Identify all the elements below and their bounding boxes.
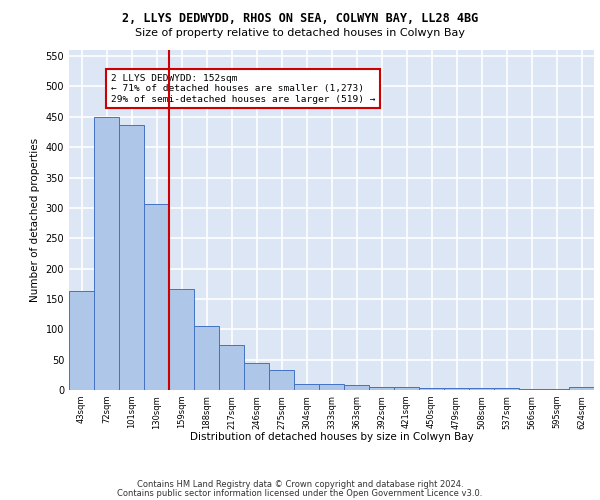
Bar	[394, 387, 419, 390]
Bar	[294, 384, 319, 390]
Bar	[519, 389, 544, 390]
Bar	[269, 370, 294, 390]
Text: Size of property relative to detached houses in Colwyn Bay: Size of property relative to detached ho…	[135, 28, 465, 38]
Y-axis label: Number of detached properties: Number of detached properties	[30, 138, 40, 302]
Bar	[94, 117, 119, 390]
Bar	[444, 388, 469, 390]
Bar	[144, 204, 169, 390]
Bar	[194, 326, 219, 390]
Text: Contains public sector information licensed under the Open Government Licence v3: Contains public sector information licen…	[118, 488, 482, 498]
Bar	[544, 389, 569, 390]
Bar	[419, 388, 444, 390]
Text: 2, LLYS DEDWYDD, RHOS ON SEA, COLWYN BAY, LL28 4BG: 2, LLYS DEDWYDD, RHOS ON SEA, COLWYN BAY…	[122, 12, 478, 26]
Bar	[494, 388, 519, 390]
Bar	[344, 385, 369, 390]
Bar	[469, 388, 494, 390]
Bar	[319, 384, 344, 390]
Bar	[244, 364, 269, 390]
Bar	[369, 387, 394, 390]
X-axis label: Distribution of detached houses by size in Colwyn Bay: Distribution of detached houses by size …	[190, 432, 473, 442]
Bar	[169, 288, 194, 390]
Bar	[69, 291, 94, 390]
Text: 2 LLYS DEDWYDD: 152sqm
← 71% of detached houses are smaller (1,273)
29% of semi-: 2 LLYS DEDWYDD: 152sqm ← 71% of detached…	[111, 74, 376, 104]
Text: Contains HM Land Registry data © Crown copyright and database right 2024.: Contains HM Land Registry data © Crown c…	[137, 480, 463, 489]
Bar	[119, 124, 144, 390]
Bar	[569, 387, 594, 390]
Bar	[219, 345, 244, 390]
